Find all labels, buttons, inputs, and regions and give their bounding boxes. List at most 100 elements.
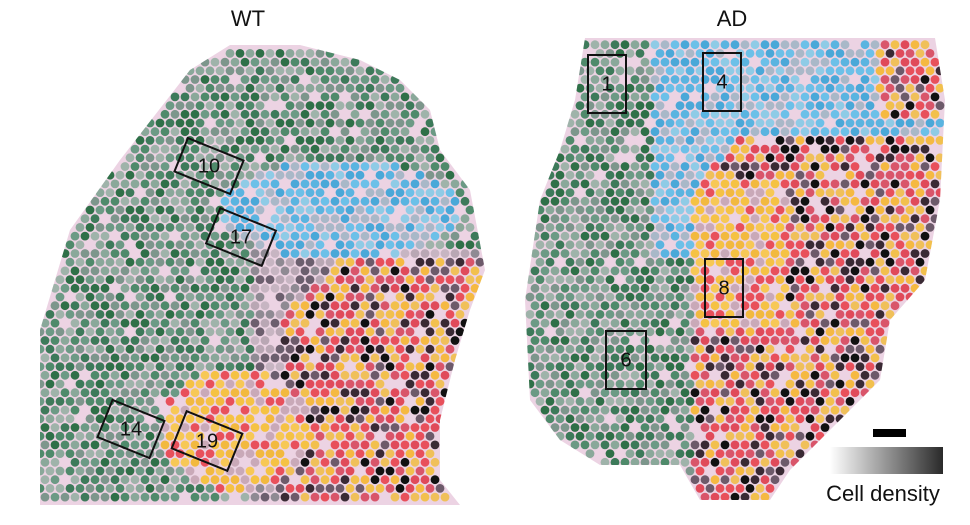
spot [820, 75, 830, 84]
spot [290, 92, 300, 102]
spot [650, 214, 660, 224]
spot [800, 179, 810, 189]
spot [660, 283, 670, 293]
spot [620, 127, 630, 137]
spot [545, 362, 555, 371]
spot [755, 118, 765, 128]
spot [580, 40, 590, 50]
spot [365, 101, 375, 110]
spot [730, 405, 740, 415]
spot [295, 136, 305, 145]
spot [405, 240, 415, 250]
spot [715, 223, 725, 232]
spot [820, 214, 830, 224]
spot [540, 249, 550, 258]
spot [430, 336, 440, 345]
spot [400, 440, 410, 450]
spot [100, 283, 110, 293]
spot [680, 249, 690, 258]
spot [435, 327, 445, 337]
spot [780, 127, 790, 137]
spot [420, 109, 430, 119]
spot [815, 240, 825, 250]
spot [750, 127, 760, 137]
spot [180, 457, 190, 467]
spot [295, 362, 305, 371]
spot [770, 353, 780, 363]
spot [560, 214, 570, 224]
spot [715, 257, 725, 267]
spot [155, 118, 165, 128]
spot [665, 170, 675, 180]
spot [565, 292, 575, 302]
spot [320, 475, 330, 485]
spot [675, 118, 685, 128]
spot [75, 310, 85, 319]
spot [400, 336, 410, 345]
spot [225, 223, 235, 232]
spot [870, 92, 880, 102]
spot [250, 336, 260, 345]
spot [915, 240, 925, 250]
spot [440, 214, 450, 224]
spot [395, 153, 405, 163]
spot [60, 249, 70, 258]
spot [585, 327, 595, 337]
spot [400, 144, 410, 154]
spot [300, 318, 310, 328]
spot [145, 292, 155, 302]
spot [375, 275, 385, 284]
spot [605, 292, 615, 302]
spot [650, 162, 660, 171]
spot [680, 423, 690, 432]
spot [230, 370, 240, 380]
spot [130, 492, 140, 502]
spot [650, 457, 660, 467]
spot [260, 475, 270, 485]
spot [525, 344, 535, 354]
spot [155, 170, 165, 180]
spot [225, 379, 235, 389]
spot [590, 179, 600, 189]
spot [820, 353, 830, 363]
spot [380, 109, 390, 119]
spot [855, 118, 865, 128]
spot [260, 231, 270, 241]
spot [70, 423, 80, 432]
spot [635, 49, 645, 58]
spot [230, 266, 240, 276]
spot [280, 457, 290, 467]
spot [270, 405, 280, 415]
spot [855, 223, 865, 232]
spot [785, 292, 795, 302]
spot [880, 336, 890, 345]
spot [855, 275, 865, 284]
spot [650, 92, 660, 102]
spot [905, 153, 915, 163]
spot [180, 127, 190, 137]
spot [160, 283, 170, 293]
spot [915, 49, 925, 58]
spot [710, 457, 720, 467]
spot [190, 196, 200, 206]
spot [665, 449, 675, 458]
spot [615, 431, 625, 441]
spot [570, 405, 580, 415]
spot [745, 275, 755, 284]
spot [920, 214, 930, 224]
spot [820, 162, 830, 171]
spot [620, 405, 630, 415]
spot [815, 327, 825, 337]
spot [195, 188, 205, 198]
spot [310, 214, 320, 224]
spot [405, 466, 415, 476]
spot [365, 431, 375, 441]
spot [725, 240, 735, 250]
spot [250, 162, 260, 171]
spot [410, 301, 420, 311]
spot [790, 75, 800, 84]
spot [360, 214, 370, 224]
spot [870, 214, 880, 224]
spot [920, 162, 930, 171]
spot [185, 431, 195, 441]
